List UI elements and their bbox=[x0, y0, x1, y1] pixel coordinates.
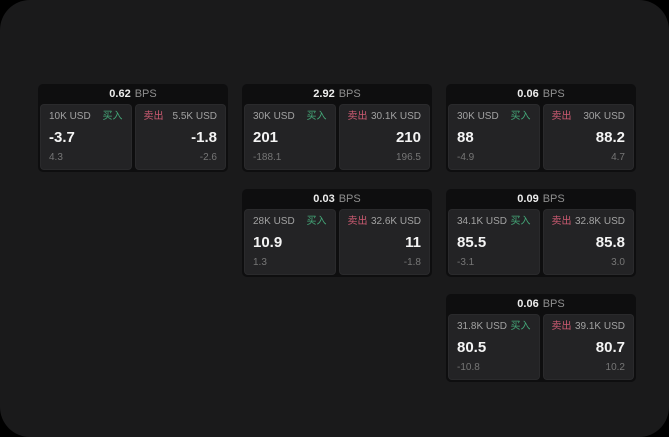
buy-value: 85.5 bbox=[457, 234, 487, 251]
bps-header: 0.62 BPS bbox=[38, 84, 228, 102]
bps-header: 0.09 BPS bbox=[446, 189, 636, 207]
bps-unit-label: BPS bbox=[338, 88, 361, 100]
bps-header: 0.03 BPS bbox=[242, 189, 432, 207]
buy-amount: 30K USD bbox=[457, 111, 499, 122]
buy-tile[interactable]: 34.1K USD 买入 85.5 -3.1 bbox=[448, 209, 540, 275]
sell-change: 4.7 bbox=[611, 152, 625, 163]
sell-label: 卖出 bbox=[347, 111, 368, 122]
sell-value: 80.7 bbox=[595, 339, 625, 356]
buy-change: -3.1 bbox=[457, 257, 475, 268]
quote-card: 0.62 BPS 10K USD 买入 -3.7 4.3 卖出 5.5K USD bbox=[38, 84, 228, 172]
sell-value: 210 bbox=[395, 129, 421, 146]
buy-tile[interactable]: 31.8K USD 买入 80.5 -10.8 bbox=[448, 314, 540, 380]
sell-value: 85.8 bbox=[595, 234, 625, 251]
quote-card: 2.92 BPS 30K USD 买入 201 -188.1 卖出 30.1K … bbox=[242, 84, 432, 172]
sell-label: 卖出 bbox=[347, 216, 368, 227]
buy-value: 10.9 bbox=[253, 234, 283, 251]
buy-change: 4.3 bbox=[49, 152, 63, 163]
sell-value: -1.8 bbox=[191, 129, 217, 146]
bps-header: 0.06 BPS bbox=[446, 294, 636, 312]
buy-change: 1.3 bbox=[253, 257, 267, 268]
bps-unit-label: BPS bbox=[542, 193, 565, 205]
buy-label: 买入 bbox=[306, 111, 327, 122]
buy-label: 买入 bbox=[510, 321, 531, 332]
buy-value: -3.7 bbox=[49, 129, 75, 146]
bps-unit-label: BPS bbox=[542, 298, 565, 310]
sell-tile[interactable]: 卖出 32.6K USD 11 -1.8 bbox=[338, 209, 430, 275]
sell-value: 11 bbox=[405, 234, 421, 251]
buy-value: 88 bbox=[457, 129, 474, 146]
sell-amount: 30K USD bbox=[583, 111, 625, 122]
sell-change: -1.8 bbox=[403, 257, 421, 268]
buy-label: 买入 bbox=[102, 111, 123, 122]
bps-unit-label: BPS bbox=[542, 88, 565, 100]
buy-value: 80.5 bbox=[457, 339, 487, 356]
sell-tile[interactable]: 卖出 30K USD 88.2 4.7 bbox=[542, 104, 634, 170]
bps-value: 0.03 bbox=[313, 193, 335, 205]
sell-label: 卖出 bbox=[551, 111, 572, 122]
card-body: 10K USD 买入 -3.7 4.3 卖出 5.5K USD -1.8 -2.… bbox=[38, 102, 228, 172]
buy-label: 买入 bbox=[510, 111, 531, 122]
bps-value: 0.06 bbox=[517, 88, 539, 100]
quote-cards-grid: 0.62 BPS 10K USD 买入 -3.7 4.3 卖出 5.5K USD bbox=[38, 84, 636, 382]
bps-value: 2.92 bbox=[313, 88, 335, 100]
buy-tile[interactable]: 10K USD 买入 -3.7 4.3 bbox=[40, 104, 132, 170]
bps-value: 0.62 bbox=[109, 88, 131, 100]
buy-tile[interactable]: 30K USD 买入 88 -4.9 bbox=[448, 104, 540, 170]
sell-amount: 32.6K USD bbox=[370, 216, 421, 227]
sell-tile[interactable]: 卖出 30.1K USD 210 196.5 bbox=[338, 104, 430, 170]
sell-change: 10.2 bbox=[605, 362, 625, 373]
card-body: 28K USD 买入 10.9 1.3 卖出 32.6K USD 11 -1.8 bbox=[242, 207, 432, 277]
buy-change: -188.1 bbox=[253, 152, 282, 163]
buy-change: -10.8 bbox=[457, 362, 480, 373]
quote-card: 0.06 BPS 30K USD 买入 88 -4.9 卖出 30K USD bbox=[446, 84, 636, 172]
card-body: 30K USD 买入 201 -188.1 卖出 30.1K USD 210 1… bbox=[242, 102, 432, 172]
bps-value: 0.09 bbox=[517, 193, 539, 205]
bps-header: 2.92 BPS bbox=[242, 84, 432, 102]
card-body: 34.1K USD 买入 85.5 -3.1 卖出 32.8K USD 85.8… bbox=[446, 207, 636, 277]
buy-tile[interactable]: 28K USD 买入 10.9 1.3 bbox=[244, 209, 336, 275]
sell-label: 卖出 bbox=[551, 216, 572, 227]
sell-amount: 5.5K USD bbox=[172, 111, 217, 122]
sell-tile[interactable]: 卖出 32.8K USD 85.8 3.0 bbox=[542, 209, 634, 275]
sell-tile[interactable]: 卖出 5.5K USD -1.8 -2.6 bbox=[134, 104, 226, 170]
sell-value: 88.2 bbox=[595, 129, 625, 146]
buy-label: 买入 bbox=[306, 216, 327, 227]
sell-amount: 32.8K USD bbox=[574, 216, 625, 227]
sell-label: 卖出 bbox=[143, 111, 164, 122]
bps-unit-label: BPS bbox=[338, 193, 361, 205]
sell-change: 196.5 bbox=[395, 152, 421, 163]
bps-header: 0.06 BPS bbox=[446, 84, 636, 102]
buy-amount: 28K USD bbox=[253, 216, 295, 227]
sell-amount: 39.1K USD bbox=[574, 321, 625, 332]
bps-unit-label: BPS bbox=[134, 88, 157, 100]
sell-tile[interactable]: 卖出 39.1K USD 80.7 10.2 bbox=[542, 314, 634, 380]
buy-tile[interactable]: 30K USD 买入 201 -188.1 bbox=[244, 104, 336, 170]
buy-amount: 31.8K USD bbox=[457, 321, 508, 332]
buy-amount: 10K USD bbox=[49, 111, 91, 122]
quote-card: 0.03 BPS 28K USD 买入 10.9 1.3 卖出 32.6K US… bbox=[242, 189, 432, 277]
buy-value: 201 bbox=[253, 129, 279, 146]
sell-amount: 30.1K USD bbox=[370, 111, 421, 122]
quote-card: 0.06 BPS 31.8K USD 买入 80.5 -10.8 卖出 39.1… bbox=[446, 294, 636, 382]
quote-card: 0.09 BPS 34.1K USD 买入 85.5 -3.1 卖出 32.8K… bbox=[446, 189, 636, 277]
sell-change: 3.0 bbox=[611, 257, 625, 268]
bps-value: 0.06 bbox=[517, 298, 539, 310]
buy-amount: 30K USD bbox=[253, 111, 295, 122]
buy-label: 买入 bbox=[510, 216, 531, 227]
buy-amount: 34.1K USD bbox=[457, 216, 508, 227]
sell-label: 卖出 bbox=[551, 321, 572, 332]
buy-change: -4.9 bbox=[457, 152, 475, 163]
card-body: 30K USD 买入 88 -4.9 卖出 30K USD 88.2 4.7 bbox=[446, 102, 636, 172]
sell-change: -2.6 bbox=[199, 152, 217, 163]
card-body: 31.8K USD 买入 80.5 -10.8 卖出 39.1K USD 80.… bbox=[446, 312, 636, 382]
